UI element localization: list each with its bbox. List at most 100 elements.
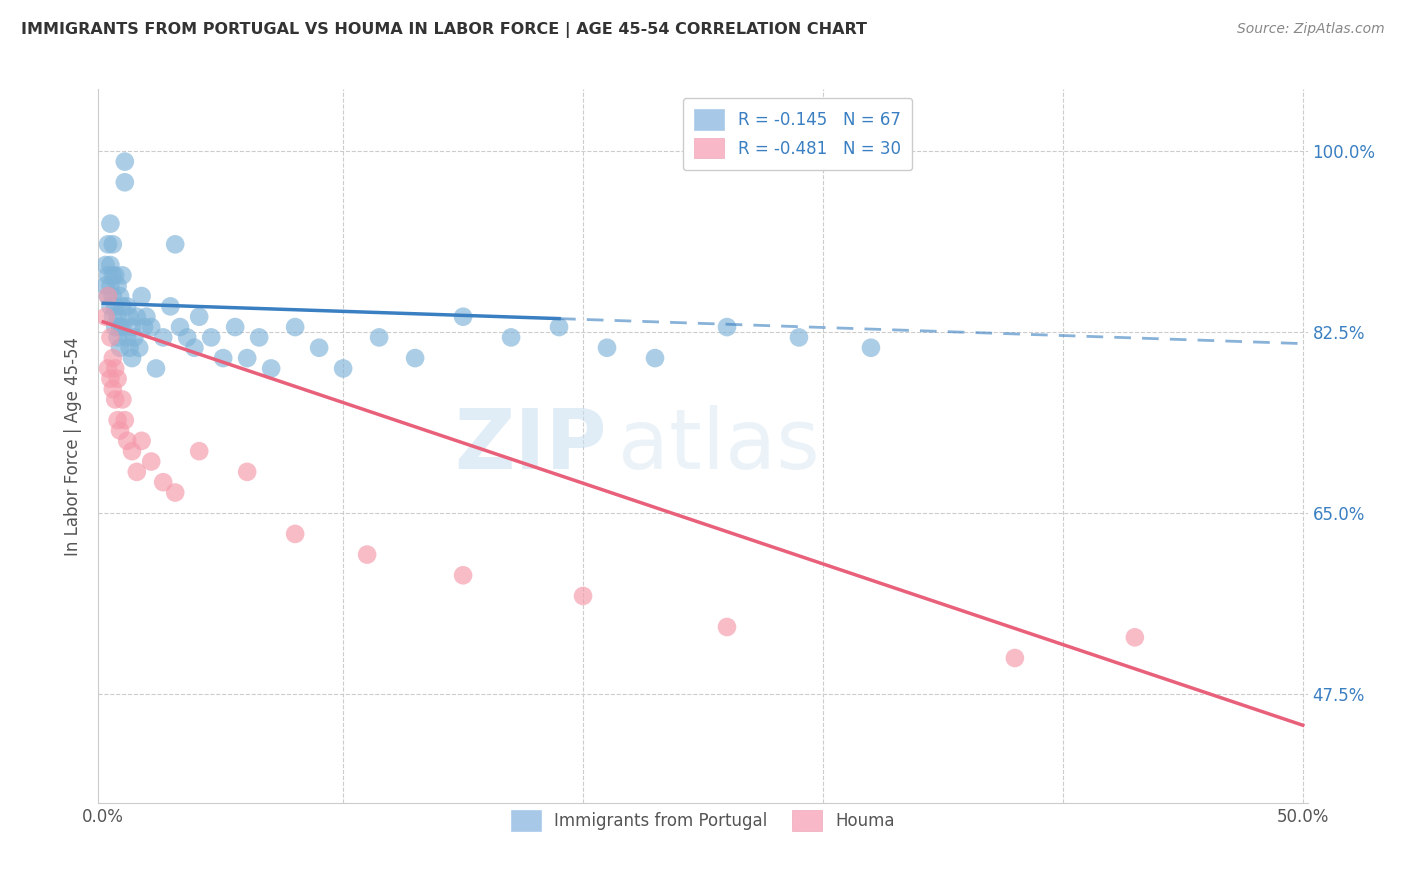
Point — [101, 382, 124, 396]
Point — [100, 217, 122, 231]
Point — [124, 330, 146, 344]
Legend: Immigrants from Portugal, Houma: Immigrants from Portugal, Houma — [505, 804, 901, 838]
Point — [125, 310, 148, 324]
Point — [107, 330, 129, 344]
Point — [111, 268, 134, 283]
Point — [100, 258, 122, 272]
Point — [111, 320, 134, 334]
Point — [368, 330, 391, 344]
Point — [499, 330, 522, 344]
Point — [176, 330, 198, 344]
Point — [152, 475, 174, 490]
Point — [308, 341, 330, 355]
Point — [236, 351, 259, 365]
Point — [188, 444, 211, 458]
Point — [115, 434, 138, 448]
Point — [121, 444, 143, 458]
Point — [165, 237, 187, 252]
Point — [1123, 630, 1146, 644]
Text: atlas: atlas — [619, 406, 820, 486]
Point — [94, 310, 117, 324]
Point — [224, 320, 246, 334]
Point — [132, 320, 155, 334]
Point — [145, 361, 167, 376]
Point — [128, 341, 150, 355]
Point — [114, 154, 136, 169]
Point — [104, 392, 127, 407]
Point — [135, 310, 157, 324]
Point — [572, 589, 595, 603]
Point — [107, 278, 129, 293]
Point — [247, 330, 270, 344]
Point — [188, 310, 211, 324]
Point — [131, 434, 153, 448]
Point — [716, 320, 738, 334]
Point — [115, 299, 138, 313]
Point — [101, 289, 124, 303]
Point — [97, 289, 120, 303]
Point — [97, 289, 120, 303]
Point — [356, 548, 378, 562]
Point — [1004, 651, 1026, 665]
Point — [101, 237, 124, 252]
Point — [100, 372, 122, 386]
Point — [111, 299, 134, 313]
Point — [107, 413, 129, 427]
Point — [404, 351, 426, 365]
Point — [108, 320, 131, 334]
Point — [212, 351, 235, 365]
Point — [118, 341, 141, 355]
Y-axis label: In Labor Force | Age 45-54: In Labor Force | Age 45-54 — [65, 336, 83, 556]
Point — [101, 268, 124, 283]
Point — [141, 320, 163, 334]
Point — [183, 341, 205, 355]
Point — [200, 330, 222, 344]
Point — [101, 310, 124, 324]
Point — [152, 330, 174, 344]
Point — [121, 351, 143, 365]
Point — [787, 330, 810, 344]
Point — [125, 465, 148, 479]
Point — [284, 320, 307, 334]
Point — [100, 330, 122, 344]
Point — [284, 527, 307, 541]
Point — [100, 299, 122, 313]
Point — [108, 424, 131, 438]
Point — [716, 620, 738, 634]
Point — [94, 258, 117, 272]
Point — [236, 465, 259, 479]
Point — [159, 299, 181, 313]
Point — [108, 341, 131, 355]
Point — [104, 320, 127, 334]
Point — [332, 361, 354, 376]
Point — [114, 413, 136, 427]
Point — [141, 454, 163, 468]
Point — [108, 289, 131, 303]
Point — [107, 372, 129, 386]
Point — [104, 299, 127, 313]
Text: Source: ZipAtlas.com: Source: ZipAtlas.com — [1237, 22, 1385, 37]
Point — [165, 485, 187, 500]
Point — [101, 351, 124, 365]
Point — [169, 320, 191, 334]
Point — [548, 320, 571, 334]
Point — [104, 361, 127, 376]
Point — [97, 237, 120, 252]
Point — [451, 310, 474, 324]
Point — [859, 341, 882, 355]
Point — [644, 351, 666, 365]
Point — [451, 568, 474, 582]
Point — [97, 361, 120, 376]
Point — [111, 392, 134, 407]
Point — [97, 268, 120, 283]
Point — [115, 330, 138, 344]
Point — [260, 361, 283, 376]
Text: ZIP: ZIP — [454, 406, 606, 486]
Text: IMMIGRANTS FROM PORTUGAL VS HOUMA IN LABOR FORCE | AGE 45-54 CORRELATION CHART: IMMIGRANTS FROM PORTUGAL VS HOUMA IN LAB… — [21, 22, 868, 38]
Point — [131, 289, 153, 303]
Point — [107, 310, 129, 324]
Point — [596, 341, 619, 355]
Point — [121, 320, 143, 334]
Point — [118, 310, 141, 324]
Point — [100, 278, 122, 293]
